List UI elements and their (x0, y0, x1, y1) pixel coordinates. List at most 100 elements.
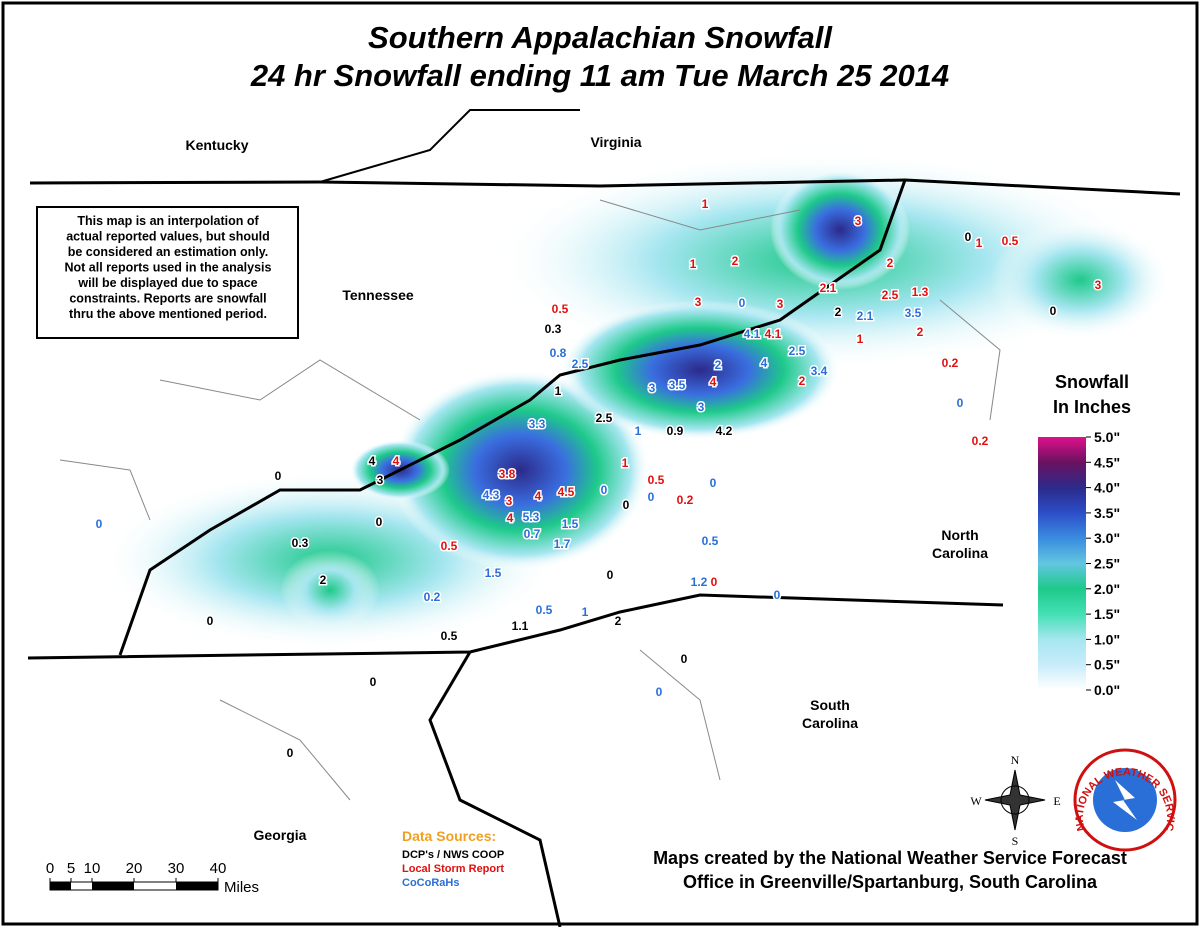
snow-report: 0.2 (677, 493, 694, 507)
snow-report: 0.9 (667, 424, 684, 438)
snow-report: 1 (702, 197, 709, 211)
compass-letter: W (970, 794, 982, 808)
legend-tick-label: 4.0" (1094, 480, 1120, 496)
scale-unit: Miles (224, 879, 259, 896)
snow-report: 0 (656, 685, 663, 699)
snow-report: 0.3 (545, 322, 562, 336)
snow-report: 4.1 (744, 327, 761, 341)
snow-report: 3.3 (529, 417, 546, 431)
snow-report: 2.1 (857, 309, 874, 323)
snow-report: 1.5 (485, 566, 502, 580)
snow-report: 1.1 (512, 619, 529, 633)
disclaimer-line: thru the above mentioned period. (69, 307, 267, 321)
state-label: Carolina (932, 545, 988, 561)
legend-tick-label: 3.5" (1094, 505, 1120, 521)
snow-report: 2 (320, 573, 327, 587)
snow-report: 0 (376, 515, 383, 529)
state-borders (27, 109, 1181, 928)
snow-report: 1 (690, 257, 697, 271)
snow-report: 4 (535, 489, 542, 503)
snow-report: 2.5 (882, 288, 899, 302)
compass (984, 769, 1046, 831)
snow-report: 2 (887, 256, 894, 270)
snow-report: 0.2 (972, 434, 989, 448)
snow-report: 0 (739, 296, 746, 310)
credit-line: Office in Greenville/Spartanburg, South … (683, 872, 1098, 892)
snow-report: 3 (506, 494, 513, 508)
legend-tick-label: 3.0" (1094, 530, 1120, 546)
snow-report: 3 (695, 295, 702, 309)
snow-report: 0 (774, 588, 781, 602)
snow-report: 0.8 (550, 346, 567, 360)
source-name: DCP's / NWS COOP (402, 849, 504, 861)
snow-report: 0 (1050, 304, 1057, 318)
snow-report: 0 (965, 230, 972, 244)
snow-report: 4.2 (716, 424, 733, 438)
disclaimer-box (36, 206, 299, 339)
snow-report: 0 (207, 614, 214, 628)
snow-report: 0 (601, 483, 608, 497)
snow-report: 0.2 (942, 356, 959, 370)
snow-report: 3 (377, 473, 384, 487)
disclaimer-line: This map is an interpolation of (77, 214, 259, 228)
sources-title: Data Sources: (402, 828, 496, 844)
snow-report: 2.5 (789, 344, 806, 358)
state-label: Virginia (590, 134, 641, 150)
scale-segment (176, 882, 218, 890)
legend-tick-label: 5.0" (1094, 429, 1120, 445)
snow-report: 3 (649, 381, 656, 395)
nws-logo (1073, 748, 1177, 852)
snow-report: 2.1 (820, 281, 837, 295)
legend-title: In Inches (1053, 397, 1131, 417)
state-label: North (941, 527, 978, 543)
legend-title: Snowfall (1055, 372, 1129, 392)
snow-report: 0.5 (536, 603, 553, 617)
scale-label: 5 (67, 860, 75, 877)
legend-colorbar (1038, 437, 1086, 690)
snow-report: 4 (761, 356, 768, 370)
snow-report: 3.5 (669, 378, 686, 392)
snow-report: 4.3 (483, 488, 500, 502)
snow-report: 0 (710, 476, 717, 490)
disclaimer-line: actual reported values, but should (66, 230, 270, 244)
snow-report: 2.5 (596, 411, 613, 425)
snow-report: 1 (555, 384, 562, 398)
snow-report: 0 (957, 396, 964, 410)
snow-report: 1 (582, 605, 589, 619)
snow-report: 0 (607, 568, 614, 582)
disclaimer-line: will be displayed due to space (77, 276, 257, 290)
snow-report: 0 (623, 498, 630, 512)
snow-report: 1 (635, 424, 642, 438)
snow-report: 0.5 (1002, 234, 1019, 248)
snow-report: 3 (777, 297, 784, 311)
title: Southern Appalachian Snowfall (368, 20, 833, 55)
snow-field (100, 150, 1170, 650)
snow-report: 0.7 (524, 527, 541, 541)
subtitle: 24 hr Snowfall ending 11 am Tue March 25… (250, 58, 949, 93)
state-label: Georgia (254, 827, 307, 843)
county-lines (59, 199, 1001, 801)
snow-report: 0 (711, 575, 718, 589)
legend-tick-label: 0.5" (1094, 657, 1120, 673)
state-label: Tennessee (342, 287, 414, 303)
snow-report: 2 (715, 358, 722, 372)
snow-report: 2 (732, 254, 739, 268)
snow-report: 2 (615, 614, 622, 628)
legend-tick-label: 2.5" (1094, 556, 1120, 572)
snow-report: 5.3 (523, 510, 540, 524)
legend-tick-label: 4.5" (1094, 454, 1120, 470)
snow-report: 0.5 (441, 629, 458, 643)
snow-report: 4.1 (765, 327, 782, 341)
legend-tick-label: 1.5" (1094, 606, 1120, 622)
snow-report: 0.3 (292, 536, 309, 550)
scale-segment (92, 882, 134, 890)
snow-report: 0 (275, 469, 282, 483)
snow-report: 3 (698, 400, 705, 414)
compass-letter: S (1012, 834, 1019, 848)
snow-report: 4 (393, 454, 400, 468)
scale-label: 0 (46, 860, 54, 877)
state-label: Kentucky (185, 137, 248, 153)
snow-report: 0.5 (648, 473, 665, 487)
legend-tick-label: 2.0" (1094, 581, 1120, 597)
